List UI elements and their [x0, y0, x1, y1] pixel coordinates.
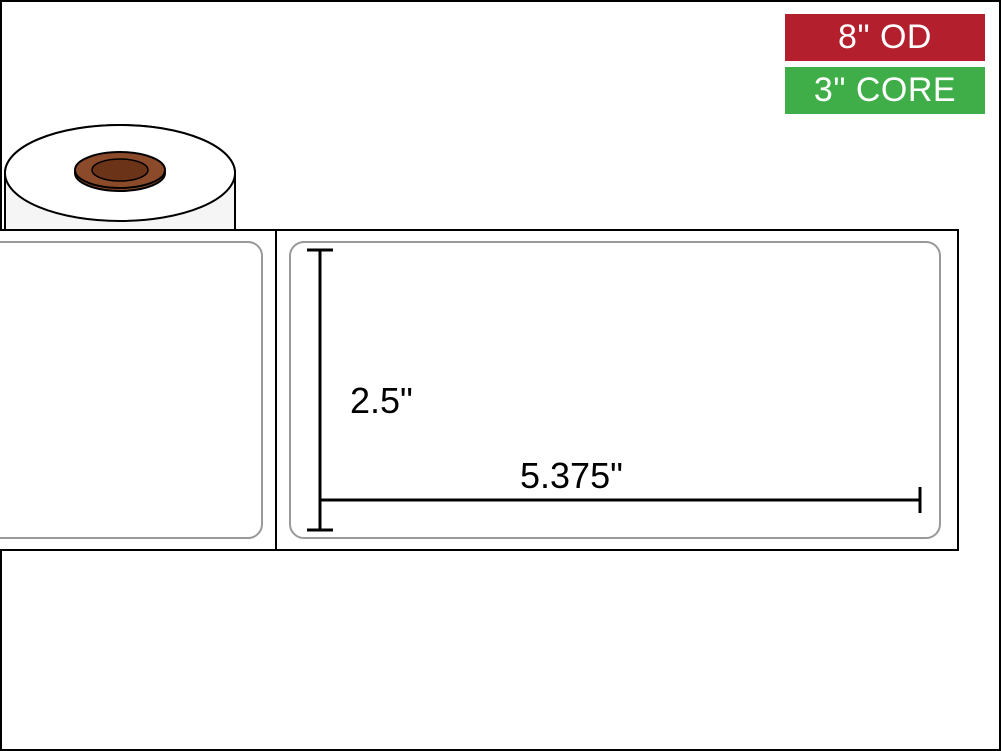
- od-badge: 8" OD: [785, 14, 985, 61]
- core-badge: 3" CORE: [785, 67, 985, 114]
- spec-badges: 8" OD 3" CORE: [785, 14, 985, 114]
- label-roll-diagram: [0, 120, 1001, 751]
- height-dimension-label: 2.5": [350, 380, 413, 422]
- width-dimension-label: 5.375": [520, 455, 623, 497]
